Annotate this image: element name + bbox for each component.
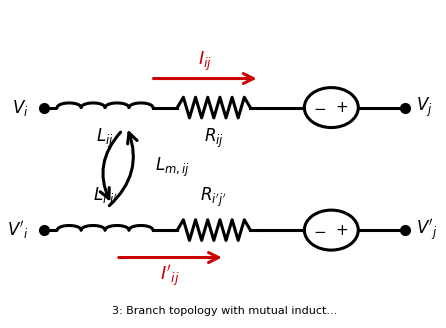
Text: $V_j$: $V_j$ [416,96,433,119]
Text: 3: Branch topology with mutual induct...: 3: Branch topology with mutual induct... [112,306,337,316]
Text: $L_{m,ij}$: $L_{m,ij}$ [155,155,190,179]
Text: $-$: $-$ [314,223,326,237]
Text: $+$: $+$ [335,223,348,237]
Text: $V'_i$: $V'_i$ [7,219,29,241]
Text: $-$: $-$ [314,100,326,115]
Text: $I_{ij}$: $I_{ij}$ [198,50,212,73]
Text: $V_i$: $V_i$ [12,97,29,117]
Text: $L_{ij}$: $L_{ij}$ [96,127,114,150]
Text: $V'_j$: $V'_j$ [416,217,438,243]
Text: $R_{i'j'}$: $R_{i'j'}$ [201,186,227,209]
Text: $I'_{ij}$: $I'_{ij}$ [161,263,180,289]
Text: $R_{ij}$: $R_{ij}$ [204,127,224,150]
Text: $+$: $+$ [335,100,348,115]
Text: $L_{i'j'}$: $L_{i'j'}$ [93,186,117,209]
